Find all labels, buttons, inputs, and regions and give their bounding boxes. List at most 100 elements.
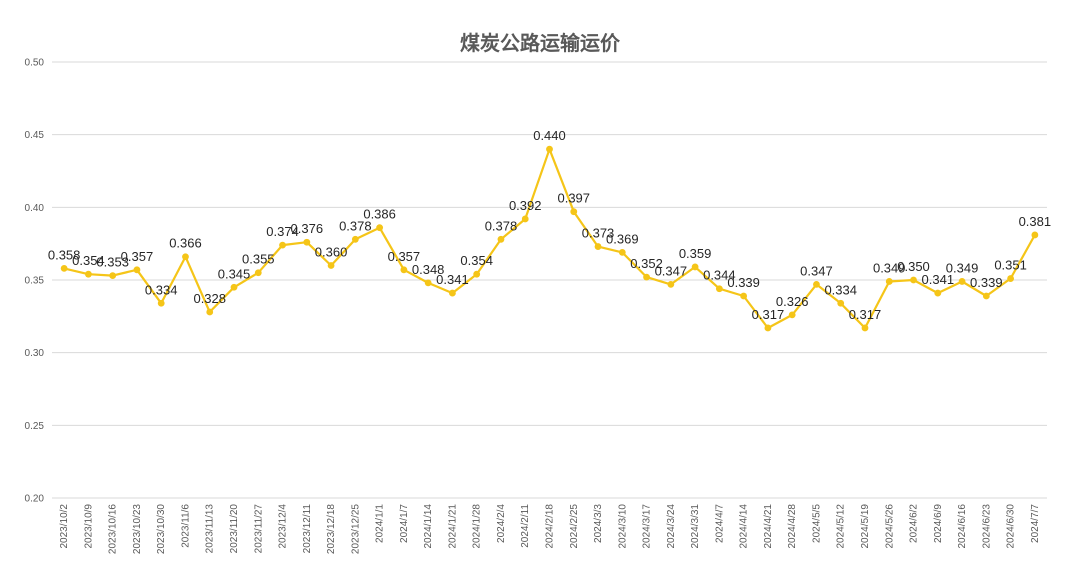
data-label: 0.354 [460, 253, 493, 268]
data-point [351, 235, 359, 243]
x-tick-label: 2023/12/11 [302, 504, 313, 554]
data-point [715, 285, 723, 293]
y-tick-label: 0.40 [25, 203, 45, 214]
data-point [546, 145, 553, 153]
x-tick-label: 2024/1/14 [423, 504, 434, 549]
data-label: 0.378 [485, 218, 518, 233]
data-label: 0.353 [96, 255, 129, 270]
data-point [764, 324, 772, 332]
x-tick-label: 2023/11/13 [205, 504, 216, 554]
x-tick-label: 2024/3/10 [617, 504, 628, 549]
data-point [400, 266, 408, 274]
x-tick-label: 2024/4/14 [739, 504, 750, 549]
data-point [157, 299, 165, 307]
data-point [449, 289, 456, 297]
data-point [813, 280, 820, 288]
data-label: 0.359 [679, 246, 712, 261]
data-label: 0.326 [776, 294, 809, 309]
data-point [958, 278, 966, 285]
x-tick-label: 2023/10/2 [59, 504, 70, 549]
data-label: 0.440 [533, 128, 566, 143]
x-tick-label: 2023/11/27 [253, 504, 264, 554]
data-point [376, 224, 384, 232]
data-label: 0.373 [582, 226, 615, 241]
data-label: 0.351 [994, 258, 1027, 273]
data-label: 0.349 [873, 260, 906, 275]
data-points [60, 145, 1039, 332]
data-point [910, 276, 917, 284]
data-label: 0.339 [727, 275, 760, 290]
x-tick-label: 2024/5/19 [860, 504, 871, 549]
data-label: 0.328 [193, 291, 226, 306]
data-label: 0.349 [946, 260, 979, 275]
data-point [303, 238, 311, 246]
y-tick-label: 0.20 [25, 494, 45, 505]
data-point [740, 292, 748, 300]
x-tick-label: 2023/11/6 [180, 504, 191, 548]
data-label: 0.374 [266, 224, 299, 239]
x-tick-label: 2024/6/16 [957, 504, 968, 549]
x-tick-label: 2024/2/18 [545, 504, 556, 549]
data-point [254, 269, 262, 277]
data-point [109, 272, 117, 280]
data-point [667, 280, 675, 288]
data-point [618, 248, 626, 256]
data-point [279, 241, 286, 249]
x-tick-label: 2024/1/7 [399, 504, 410, 543]
data-point [424, 279, 432, 287]
x-tick-label: 2024/5/5 [811, 504, 822, 543]
data-point [1031, 231, 1039, 239]
x-tick-label: 2024/6/30 [1006, 504, 1017, 549]
data-label: 0.357 [121, 249, 154, 264]
x-tick-label: 2024/6/9 [933, 504, 944, 543]
data-point [497, 235, 505, 243]
data-label: 0.357 [388, 249, 421, 264]
x-tick-label: 2024/1/28 [472, 504, 483, 549]
x-tick-label: 2024/3/3 [593, 504, 604, 543]
data-label: 0.317 [752, 307, 785, 322]
data-label: 0.378 [339, 218, 372, 233]
data-label: 0.376 [291, 221, 324, 236]
data-point [85, 270, 92, 278]
y-tick-label: 0.45 [25, 130, 45, 141]
x-tick-label: 2024/1/21 [447, 504, 458, 549]
x-tick-label: 2024/5/26 [884, 504, 895, 549]
data-point [885, 278, 893, 285]
data-label: 0.317 [849, 307, 882, 322]
data-point [934, 289, 942, 297]
data-label: 0.350 [897, 259, 930, 274]
data-label: 0.341 [436, 272, 469, 287]
data-point [473, 270, 481, 278]
data-point [182, 253, 189, 261]
x-tick-label: 2024/3/17 [642, 504, 653, 549]
y-tick-label: 0.50 [25, 58, 45, 69]
x-tick-label: 2024/6/23 [981, 504, 992, 549]
x-tick-label: 2024/6/2 [909, 504, 920, 543]
data-label: 0.392 [509, 198, 542, 213]
data-label: 0.334 [145, 282, 178, 297]
data-label: 0.347 [655, 263, 688, 278]
y-tick-label: 0.25 [25, 421, 45, 432]
x-tick-label: 2024/2/11 [520, 504, 531, 548]
data-label: 0.344 [703, 268, 736, 283]
data-label: 0.360 [315, 244, 348, 259]
data-label: 0.347 [800, 263, 833, 278]
data-point [594, 243, 602, 250]
data-label: 0.339 [970, 275, 1003, 290]
data-label: 0.355 [242, 252, 275, 267]
data-label: 0.397 [557, 191, 590, 206]
x-tick-label: 2023/10/30 [156, 504, 167, 554]
data-point [60, 264, 68, 272]
x-tick-label: 2024/2/4 [496, 504, 507, 543]
gridlines [52, 61, 1047, 499]
data-point [570, 208, 578, 216]
x-tick-label: 2023/12/25 [350, 504, 361, 554]
data-point [521, 215, 529, 223]
data-point [133, 266, 141, 274]
data-point [206, 308, 214, 316]
x-tick-label: 2024/3/31 [690, 504, 701, 549]
x-tick-label: 2023/10/16 [108, 504, 119, 554]
x-tick-label: 2024/4/28 [787, 504, 798, 549]
x-tick-label: 2024/5/12 [836, 504, 847, 549]
x-tick-label: 2024/2/25 [569, 504, 580, 549]
